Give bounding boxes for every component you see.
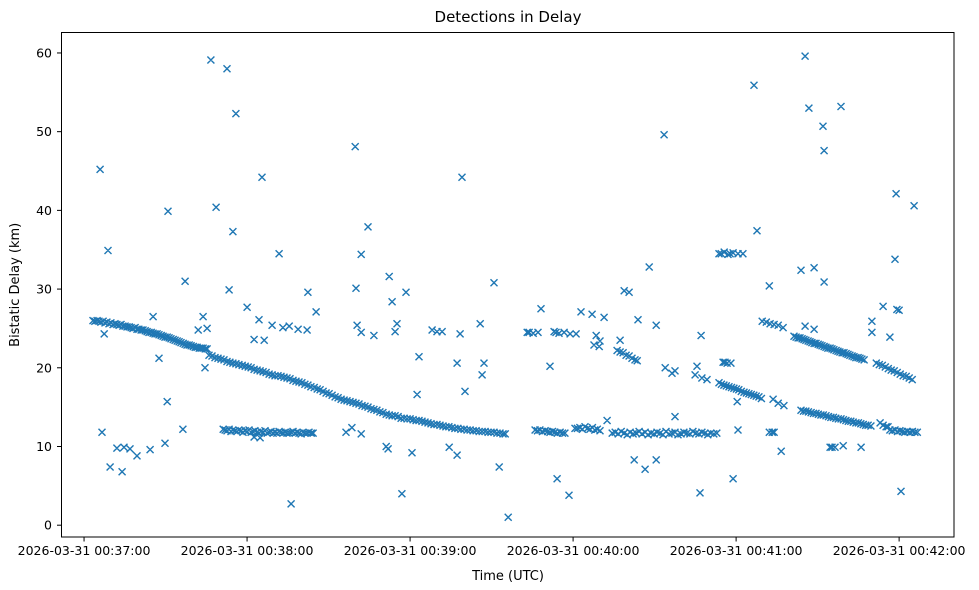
- x-axis-ticks: 2026-03-31 00:37:00 2026-03-31 00:38:00 20…: [18, 537, 966, 558]
- y-tick-label: 20: [36, 360, 52, 375]
- x-tick-label: 2026-03-31 00:37:00: [18, 543, 151, 558]
- y-axis-ticks: 0 10 20 30 40 50 60: [36, 45, 62, 533]
- y-tick-label: 10: [36, 439, 52, 454]
- x-axis-label: Time (UTC): [471, 569, 544, 584]
- x-tick-label: 2026-03-31 00:38:00: [181, 543, 314, 558]
- y-tick-label: 50: [36, 124, 52, 139]
- y-tick-label: 60: [36, 45, 52, 60]
- y-tick-label: 0: [44, 518, 52, 533]
- chart-title: Detections in Delay: [435, 8, 582, 26]
- x-tick-label: 2026-03-31 00:42:00: [833, 543, 966, 558]
- scatter-points: [89, 52, 922, 522]
- plot-spines: [61, 32, 955, 538]
- y-tick-label: 30: [36, 282, 52, 297]
- y-tick-label: 40: [36, 203, 52, 218]
- x-tick-label: 2026-03-31 00:39:00: [344, 543, 477, 558]
- detection-markers: [89, 52, 922, 522]
- x-tick-label: 2026-03-31 00:40:00: [507, 543, 640, 558]
- y-axis-label: Bistatic Delay (km): [8, 223, 23, 347]
- x-tick-label: 2026-03-31 00:41:00: [670, 543, 803, 558]
